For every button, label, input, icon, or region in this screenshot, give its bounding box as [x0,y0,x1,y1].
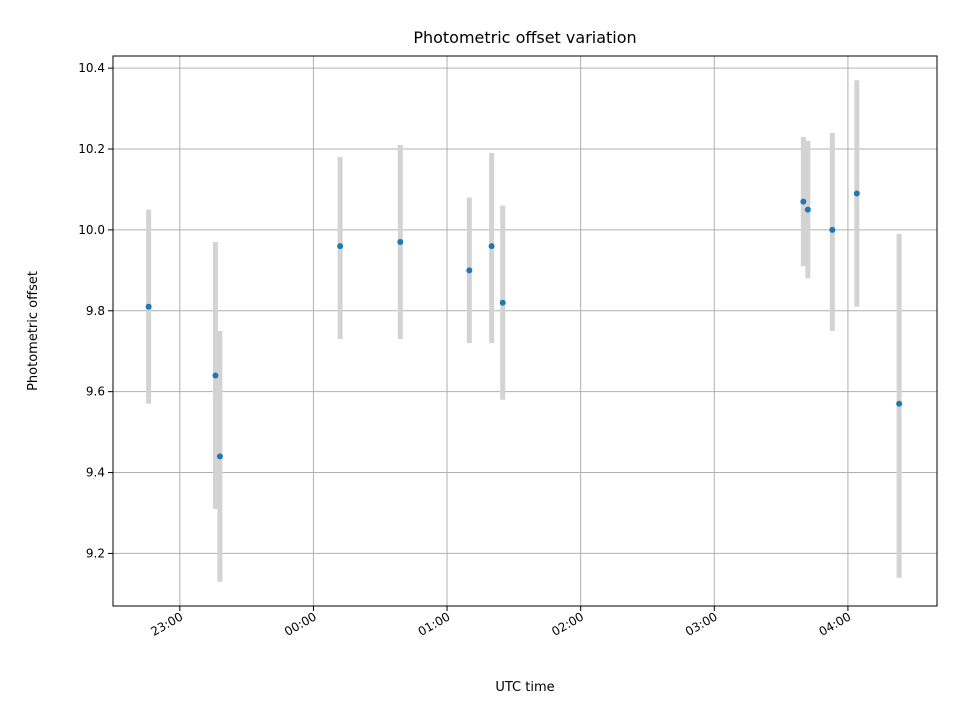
y-tick-label: 9.4 [86,466,105,480]
data-point [212,372,219,379]
data-point [145,303,152,310]
data-point [853,190,860,197]
y-tick-label: 10.4 [78,61,105,75]
tick-layer: 23:00 00:00 01:00 02:00 03:00 04:00 9.2 9.4 9.6 9… [78,61,853,639]
y-tick-label: 9.8 [86,304,105,318]
data-point [466,267,473,274]
data-point [499,299,506,306]
x-tick-label: 23:00 [148,609,185,638]
x-tick-label: 00:00 [282,609,319,638]
chart-title: Photometric offset variation [413,28,636,47]
grid-layer [113,56,937,606]
y-axis-label: Photometric offset [26,271,41,391]
x-axis-label: UTC time [495,680,554,695]
data-point [829,226,836,233]
y-tick-label: 10.2 [78,142,105,156]
data-point [216,453,223,460]
x-tick-label: 02:00 [549,609,586,638]
y-tick-label: 9.2 [86,546,105,560]
data-point [896,400,903,407]
data-point [397,239,404,246]
data-point [488,243,495,250]
x-tick-label: 03:00 [683,609,720,638]
point-layer [145,190,903,460]
plot-frame [112,55,938,607]
data-point [337,243,344,250]
data-point [800,198,807,205]
x-tick-label: 01:00 [416,609,453,638]
x-tick-label: 04:00 [816,609,853,638]
errorbar-layer [146,80,902,582]
data-point [804,206,811,213]
y-tick-label: 10.0 [78,223,105,237]
y-tick-label: 9.6 [86,385,105,399]
